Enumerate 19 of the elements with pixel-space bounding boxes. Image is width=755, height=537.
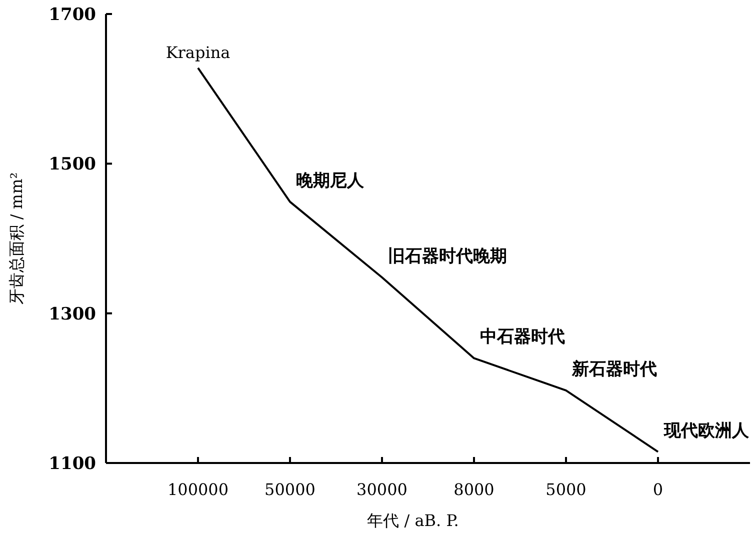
x-tick-label: 30000 bbox=[356, 480, 408, 499]
y-tick-label: 1500 bbox=[48, 154, 96, 175]
annotation: 旧石器时代晚期 bbox=[388, 246, 507, 266]
x-tick-label: 100000 bbox=[167, 480, 229, 499]
annotation: 晚期尼人 bbox=[296, 170, 365, 191]
x-tick-label: 5000 bbox=[546, 480, 586, 499]
x-axis-title: 年代 / aB. P. bbox=[367, 511, 459, 530]
line-series bbox=[197, 66, 659, 453]
annotation: 现代欧洲人 bbox=[663, 420, 750, 441]
y-tick-label: 1700 bbox=[48, 5, 96, 25]
y-tick-label: 1300 bbox=[48, 304, 96, 324]
x-tick-label: 50000 bbox=[264, 480, 316, 499]
y-tick-label: 1100 bbox=[48, 454, 96, 474]
y-axis-title: 牙齿总面积 / mm² bbox=[7, 172, 26, 305]
annotation: 新石器时代 bbox=[571, 359, 657, 380]
x-tick-label: 8000 bbox=[454, 480, 494, 499]
annotation: Krapina bbox=[166, 42, 231, 62]
annotation: 中石器时代 bbox=[480, 327, 565, 348]
x-tick-label: 0 bbox=[652, 480, 664, 499]
